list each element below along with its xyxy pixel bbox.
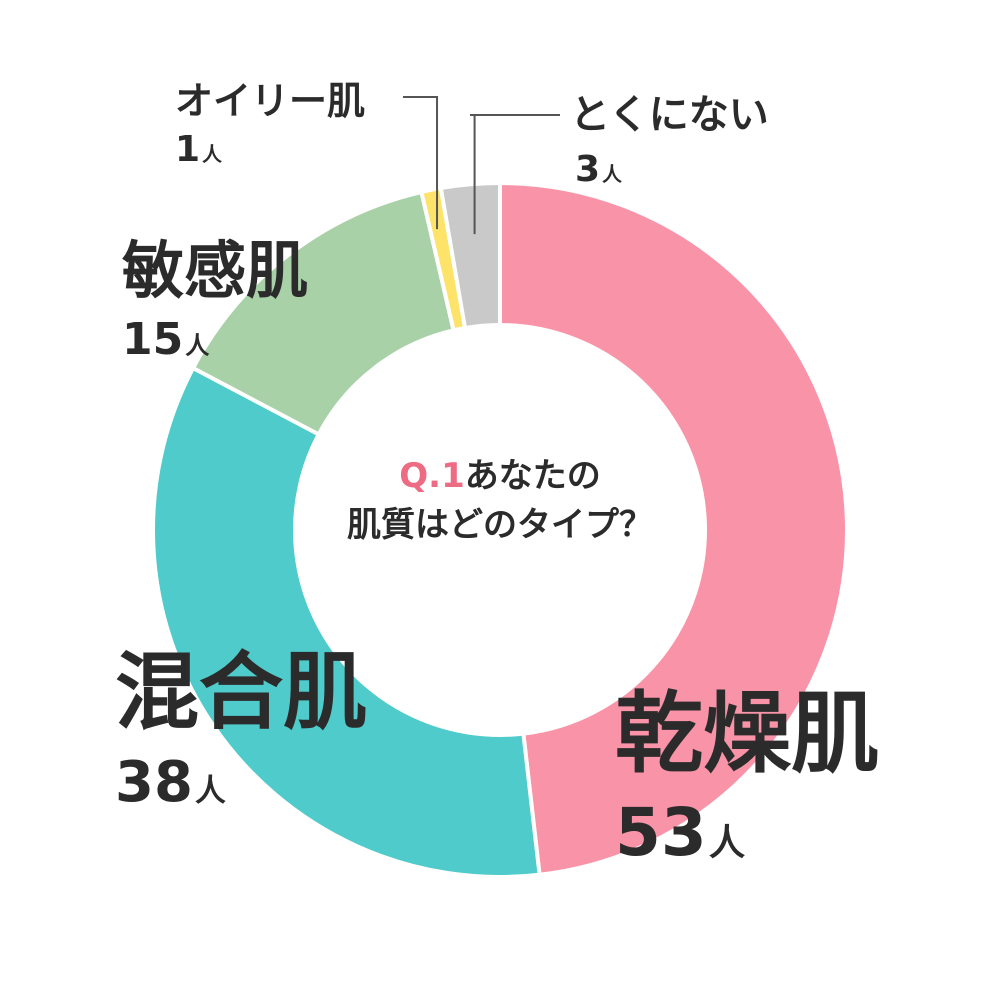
question-line2: 肌質はどのタイプ？	[347, 505, 653, 546]
question-number: Q.1	[399, 456, 465, 496]
count-combination-skin: 38人	[115, 755, 226, 811]
slice-none	[438, 180, 502, 331]
question-line1: あなたの	[464, 456, 601, 496]
label-dry-skin: 乾燥肌	[615, 682, 880, 785]
count-oily-skin-value: 1	[175, 129, 201, 170]
label-none: とくにない	[570, 92, 769, 138]
count-dry-skin-unit: 人	[708, 821, 746, 864]
count-none-value: 3	[575, 149, 601, 190]
count-combination-skin-value: 38	[115, 750, 193, 815]
count-dry-skin-value: 53	[615, 794, 707, 871]
count-combination-skin-unit: 人	[194, 773, 226, 809]
label-combination-skin: 混合肌	[115, 643, 368, 741]
count-sensitive-skin-value: 15	[122, 314, 184, 365]
slice-sensitive-skin	[190, 189, 456, 438]
leader-none	[470, 114, 560, 235]
count-dry-skin: 53人	[615, 800, 745, 866]
leader-oily-skin	[403, 96, 439, 230]
count-sensitive-skin: 15人	[122, 318, 209, 362]
slice-dry-skin	[498, 180, 849, 877]
count-oily-skin-unit: 人	[202, 143, 222, 166]
center-question: Q.1あなたの 肌質はどのタイプ？	[300, 452, 700, 551]
label-sensitive-skin: 敏感肌	[122, 234, 309, 307]
count-sensitive-skin-unit: 人	[185, 332, 210, 360]
slice-combination-skin	[151, 365, 542, 879]
count-none-unit: 人	[602, 163, 622, 186]
label-oily-skin: オイリー肌	[175, 79, 366, 123]
